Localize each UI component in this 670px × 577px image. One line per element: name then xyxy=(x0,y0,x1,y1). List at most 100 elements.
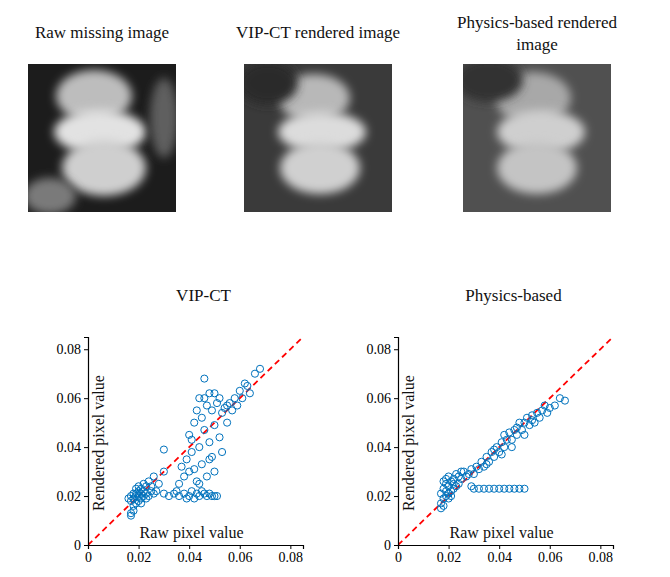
scatter-point xyxy=(201,375,208,382)
scatter-point xyxy=(160,446,167,453)
scatter-point xyxy=(551,402,558,409)
scatter-point xyxy=(437,490,444,497)
y-tick-label: 0.08 xyxy=(57,342,82,357)
scatter-point xyxy=(561,397,568,404)
x-tick-label: 0.04 xyxy=(487,550,512,565)
x-tick: 0.02 xyxy=(437,545,462,565)
x-tick: 0 xyxy=(85,545,92,565)
scatter-point xyxy=(198,461,205,468)
image-title-line: Raw missing image xyxy=(35,23,169,42)
scatter-point xyxy=(188,436,195,443)
y-tick: 0 xyxy=(384,538,398,553)
scatter-point xyxy=(196,444,203,451)
y-tick-label: 0 xyxy=(384,538,391,553)
scatter-point xyxy=(203,473,210,480)
scatter-point xyxy=(468,483,475,490)
y-tick-mark xyxy=(394,496,398,497)
y-tick-label: 0.06 xyxy=(367,391,392,406)
scatter-point xyxy=(224,419,231,426)
scatter-point xyxy=(218,448,225,455)
image-cloud xyxy=(463,64,523,102)
scatter-point xyxy=(236,387,243,394)
x-tick-label: 0 xyxy=(395,550,402,565)
scatter-point xyxy=(193,407,200,414)
scatter-point xyxy=(143,495,150,502)
plot-data xyxy=(88,337,303,545)
scatter-point xyxy=(206,490,213,497)
scatter-point xyxy=(135,483,142,490)
scatter-panel: 00.020.040.060.0800.020.040.060.08Physic… xyxy=(367,286,614,565)
image-title: Physics-based renderedimage xyxy=(457,13,618,54)
scatter-point xyxy=(183,495,190,502)
scatter-point xyxy=(191,419,198,426)
scatter-point xyxy=(191,466,198,473)
x-tick-mark xyxy=(290,545,291,549)
identity-line xyxy=(88,337,303,545)
scatter-point xyxy=(239,395,246,402)
y-tick: 0.04 xyxy=(57,440,89,455)
y-tick: 0.08 xyxy=(367,342,399,357)
x-axis: 00.020.040.060.08 xyxy=(85,545,304,565)
scatter-point xyxy=(178,463,185,470)
x-tick: 0.04 xyxy=(487,545,512,565)
scatter-point xyxy=(125,495,132,502)
scatter-point xyxy=(216,434,223,441)
scatter-point xyxy=(234,402,241,409)
x-axis-line xyxy=(399,546,614,550)
x-axis-title: Raw pixel value xyxy=(140,524,244,542)
figure-svg: Raw missing image VIP-CT rendered image Ph… xyxy=(0,0,670,577)
plot-data xyxy=(398,337,613,545)
scatter-point xyxy=(175,480,182,487)
identity-line xyxy=(398,337,613,545)
image-panel xyxy=(28,64,176,212)
scatter-point xyxy=(211,468,218,475)
image-cloud xyxy=(244,64,298,105)
scatter-point xyxy=(206,456,213,463)
y-tick-mark xyxy=(84,398,88,399)
x-tick-mark xyxy=(499,545,500,549)
scatter-point xyxy=(536,414,543,421)
x-tick-label: 0.08 xyxy=(589,550,614,565)
scatter-point xyxy=(448,492,455,499)
scatter-point xyxy=(153,488,160,495)
y-tick-mark xyxy=(394,447,398,448)
scatter-point xyxy=(508,444,515,451)
y-tick-mark xyxy=(84,545,88,546)
x-tick-mark xyxy=(550,545,551,549)
y-axis: 00.020.040.060.08 xyxy=(57,338,89,553)
image-title-line: VIP-CT rendered image xyxy=(236,23,400,42)
scatter-point xyxy=(528,417,535,424)
scatter-point xyxy=(445,473,452,480)
y-tick-label: 0.02 xyxy=(367,489,392,504)
scatter-point xyxy=(483,461,490,468)
image-panel xyxy=(463,64,611,212)
x-axis: 00.020.040.060.08 xyxy=(395,545,614,565)
scatter-point xyxy=(513,424,520,431)
y-tick-label: 0.02 xyxy=(57,489,82,504)
y-tick: 0.02 xyxy=(57,489,89,504)
x-tick: 0.08 xyxy=(279,545,304,565)
y-axis-title: Rendered pixel value xyxy=(400,375,418,511)
scatter-point xyxy=(501,444,508,451)
x-tick-label: 0.06 xyxy=(228,550,253,565)
scatter-point xyxy=(450,480,457,487)
scatter-point xyxy=(231,395,238,402)
y-axis-title: Rendered pixel value xyxy=(90,375,108,511)
scatter-point xyxy=(244,382,251,389)
scatter-point xyxy=(224,402,231,409)
y-tick: 0.02 xyxy=(367,489,399,504)
scatter-point xyxy=(201,426,208,433)
image-title: VIP-CT rendered image xyxy=(236,23,400,42)
image-title-line: image xyxy=(516,35,558,54)
scatter-point xyxy=(188,448,195,455)
image-cloud xyxy=(280,142,360,194)
x-tick: 0.04 xyxy=(177,545,202,565)
scatter-point xyxy=(246,390,253,397)
scatter-point xyxy=(256,365,263,372)
x-tick: 0.08 xyxy=(589,545,614,565)
scatter-point xyxy=(196,480,203,487)
y-tick: 0.06 xyxy=(367,391,399,406)
y-tick-label: 0.04 xyxy=(367,440,392,455)
y-axis-line xyxy=(84,338,89,546)
scatter-point xyxy=(183,456,190,463)
